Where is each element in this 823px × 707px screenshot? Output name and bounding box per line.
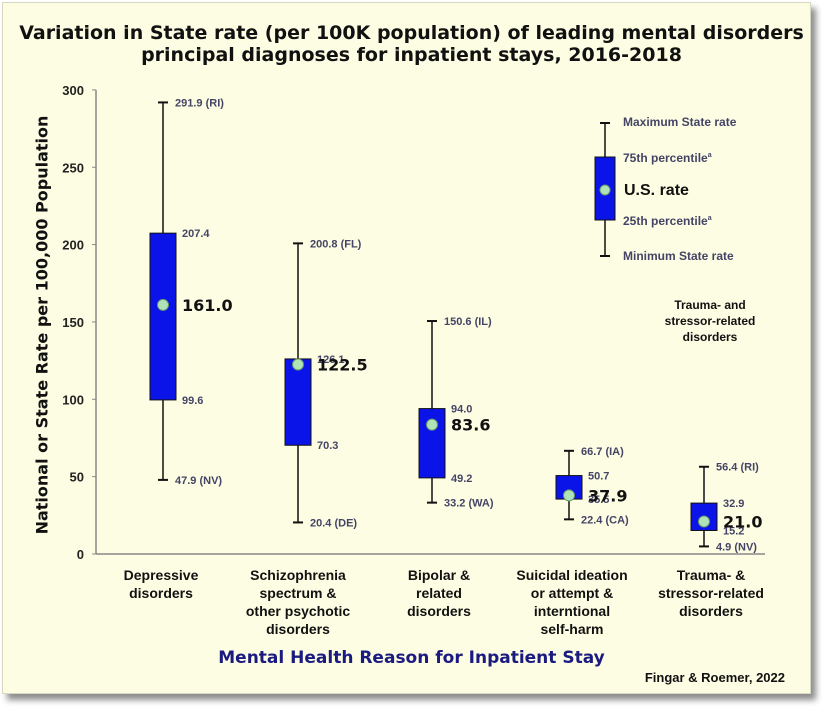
q1-value-label: 99.6 <box>182 395 203 407</box>
q3-value-label: 32.9 <box>723 498 744 510</box>
us-rate-marker <box>157 298 169 311</box>
us-rate-marker <box>698 515 710 528</box>
category-label-depressive: Depressive disorders <box>123 567 199 601</box>
us-rate-value-label: 161.0 <box>182 296 233 315</box>
q3-value-label: 50.7 <box>588 471 609 483</box>
max-value-label: 291.9 (RI) <box>175 97 224 109</box>
min-value-label: 33.2 (WA) <box>444 498 494 510</box>
q3-value-label: 126.1 <box>317 354 345 366</box>
min-value-label: 20.4 (DE) <box>310 517 357 529</box>
legend-q3-label: 75th percentilea <box>623 151 712 165</box>
us-rate-value-label: 122.5 <box>317 355 368 374</box>
y-tick-label: 0 <box>77 547 84 562</box>
y-axis-title: National or State Rate per 100,000 Popul… <box>32 115 52 535</box>
legend-q1-label: 25th percentilea <box>623 214 712 228</box>
us-rate-marker <box>292 358 304 371</box>
us-rate-value-label: 83.6 <box>451 416 490 435</box>
chart-title-line-2: principal diagnoses for inpatient stays,… <box>141 44 682 66</box>
chart-title: Variation in State rate (per 100K popula… <box>0 22 823 66</box>
min-value-label: 4.9 (NV) <box>716 541 757 553</box>
max-value-label: 56.4 (RI) <box>716 462 759 474</box>
q1-value-label: 49.2 <box>451 473 472 485</box>
min-value-label: 22.4 (CA) <box>581 514 629 526</box>
q3-value-label: 207.4 <box>182 228 210 240</box>
q1-value-label: 35.5 <box>588 494 609 506</box>
us-rate-marker <box>563 489 575 502</box>
legend-us-marker <box>599 184 611 196</box>
q1-value-label: 70.3 <box>317 440 338 452</box>
category-label-schizophrenia: Schizophrenia spectrum & other psychotic… <box>245 567 351 637</box>
x-axis-title: Mental Health Reason for Inpatient Stay <box>218 648 605 668</box>
y-tick-label: 150 <box>62 315 84 330</box>
category-label-trauma: Trauma- & stressor-related disorders <box>658 567 764 619</box>
category-label-suicidal: Suicidal ideation or attempt & interntio… <box>516 567 628 637</box>
y-tick-label: 200 <box>62 238 84 253</box>
chart-background <box>2 2 811 694</box>
category-label-bipolar: Bipolar & related disorders <box>407 567 471 619</box>
iqr-box <box>149 232 177 401</box>
max-value-label: 200.8 (FL) <box>310 238 362 250</box>
legend-us-rate-label: U.S. rate <box>624 182 689 199</box>
min-value-label: 47.9 (NV) <box>175 475 222 487</box>
legend-min-label: Minimum State rate <box>623 249 734 263</box>
us-rate-value-label: 21.0 <box>723 513 762 532</box>
y-tick-label: 100 <box>62 392 84 407</box>
y-tick-label: 250 <box>62 160 84 175</box>
chart-title-line-1: Variation in State rate (per 100K popula… <box>19 22 804 44</box>
max-value-label: 150.6 (IL) <box>444 316 492 328</box>
q3-value-label: 94.0 <box>451 404 472 416</box>
source-citation: Fingar & Roemer, 2022 <box>644 670 785 685</box>
us-rate-value-label: 37.9 <box>588 486 627 505</box>
iqr-box <box>284 358 312 446</box>
q1-value-label: 15.2 <box>723 525 744 537</box>
max-value-label: 66.7 (IA) <box>581 446 624 458</box>
legend-max-label: Maximum State rate <box>623 115 737 129</box>
y-tick-label: 300 <box>62 83 84 98</box>
legend-title: Trauma- and stressor-related disorders <box>664 298 756 344</box>
us-rate-marker <box>426 418 438 431</box>
y-tick-label: 50 <box>70 470 84 485</box>
